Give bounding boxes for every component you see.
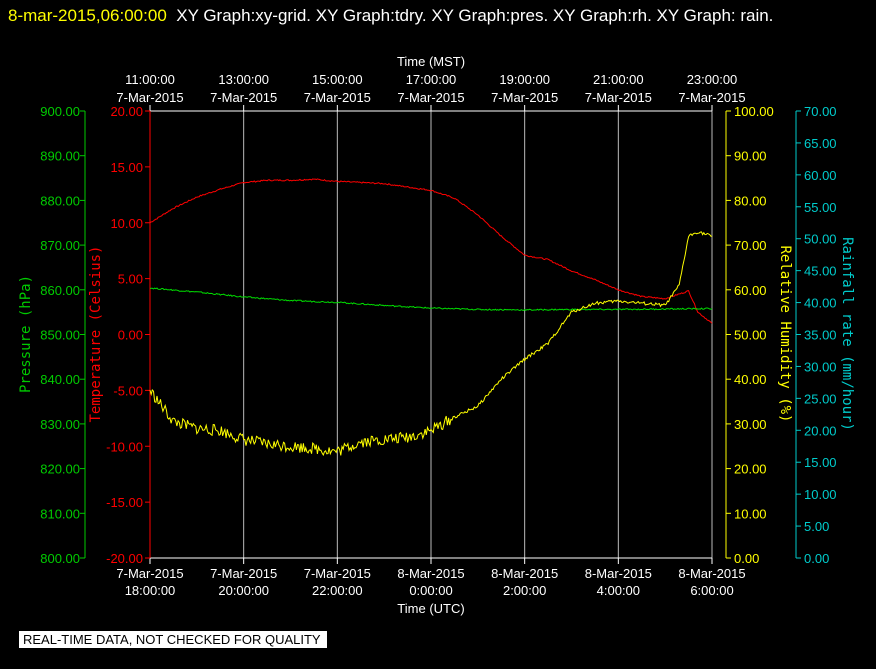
rain-tick-label: 25.00 [804, 391, 837, 406]
rain-tick-label: 20.00 [804, 423, 837, 438]
x-top-tick-label-date: 7-Mar-2015 [116, 90, 183, 105]
temperature-tick-label: -5.00 [113, 383, 143, 398]
x-top-tick-label-date: 7-Mar-2015 [210, 90, 277, 105]
humidity-tick-label: 10.00 [734, 506, 767, 521]
temperature-tick-label: 15.00 [110, 160, 143, 175]
pressure-tick-label: 830.00 [40, 417, 80, 432]
rain-tick-label: 50.00 [804, 232, 837, 247]
temperature-tick-label: -10.00 [106, 439, 143, 454]
x-top-tick-label-time: 21:00:00 [593, 72, 644, 87]
x-bottom-tick-label-date: 8-Mar-2015 [397, 566, 464, 581]
x-bottom-tick-label-date: 7-Mar-2015 [304, 566, 371, 581]
humidity-tick-label: 30.00 [734, 417, 767, 432]
x-bottom-tick-label-date: 7-Mar-2015 [116, 566, 183, 581]
x-bottom-tick-label-date: 7-Mar-2015 [210, 566, 277, 581]
x-bottom-tick-label-date: 8-Mar-2015 [491, 566, 558, 581]
x-top-tick-label-date: 7-Mar-2015 [585, 90, 652, 105]
humidity-tick-label: 50.00 [734, 328, 767, 343]
humidity-series-line [149, 231, 713, 457]
rain-tick-label: 10.00 [804, 487, 837, 502]
pressure-tick-label: 870.00 [40, 238, 80, 253]
x-top-tick-label-date: 7-Mar-2015 [397, 90, 464, 105]
x-top-tick-label-time: 23:00:00 [687, 72, 738, 87]
pressure-tick-label: 820.00 [40, 462, 80, 477]
humidity-tick-label: 20.00 [734, 462, 767, 477]
x-bottom-tick-label-time: 0:00:00 [409, 583, 452, 598]
temperature-tick-label: -20.00 [106, 551, 143, 566]
x-top-tick-label-time: 11:00:00 [125, 72, 175, 87]
x-bottom-tick-label-time: 2:00:00 [503, 583, 546, 598]
humidity-tick-label: 90.00 [734, 149, 767, 164]
pressure-series-line [149, 287, 713, 312]
header-title: XY Graph:xy-grid. XY Graph:tdry. XY Grap… [176, 6, 774, 25]
x-top-tick-label-date: 7-Mar-2015 [491, 90, 558, 105]
rain-tick-label: 40.00 [804, 296, 837, 311]
humidity-tick-label: 70.00 [734, 238, 767, 253]
x-top-axis-title: Time (MST) [397, 54, 465, 69]
pressure-tick-label: 900.00 [40, 104, 80, 119]
pressure-tick-label: 800.00 [40, 551, 80, 566]
rain-tick-label: 0.00 [804, 551, 829, 566]
rain-tick-label: 70.00 [804, 104, 837, 119]
humidity-tick-label: 100.00 [734, 104, 774, 119]
x-bottom-tick-label-time: 20:00:00 [218, 583, 269, 598]
header-timestamp: 8-mar-2015,06:00:00 [8, 6, 167, 25]
pressure-tick-label: 860.00 [40, 283, 80, 298]
rain-tick-label: 65.00 [804, 136, 837, 151]
x-bottom-tick-label-time: 18:00:00 [125, 583, 176, 598]
x-bottom-tick-label-date: 8-Mar-2015 [585, 566, 652, 581]
quality-notice: REAL-TIME DATA, NOT CHECKED FOR QUALITY [19, 631, 327, 648]
rain-tick-label: 35.00 [804, 328, 837, 343]
temperature-tick-label: 10.00 [110, 216, 143, 231]
temperature-tick-label: -15.00 [106, 495, 143, 510]
temperature-axis-title: Temperature (Celsius) [88, 245, 104, 422]
rain-tick-label: 15.00 [804, 455, 837, 470]
x-bottom-tick-label-time: 6:00:00 [690, 583, 733, 598]
pressure-tick-label: 850.00 [40, 328, 80, 343]
x-bottom-tick-label-date: 8-Mar-2015 [678, 566, 745, 581]
rain-tick-label: 30.00 [804, 359, 837, 374]
rain-tick-label: 55.00 [804, 200, 837, 215]
pressure-tick-label: 890.00 [40, 149, 80, 164]
x-bottom-tick-label-time: 4:00:00 [597, 583, 640, 598]
pressure-tick-label: 880.00 [40, 193, 80, 208]
rain-axis-title: Rainfall rate (mm/hour) [839, 237, 855, 431]
graph-header: 8-mar-2015,06:00:00 XY Graph:xy-grid. XY… [8, 2, 868, 30]
humidity-tick-label: 60.00 [734, 283, 767, 298]
humidity-tick-label: 40.00 [734, 372, 767, 387]
x-top-tick-label-time: 15:00:00 [312, 72, 363, 87]
humidity-tick-label: 80.00 [734, 193, 767, 208]
rain-tick-label: 45.00 [804, 264, 837, 279]
pressure-tick-label: 810.00 [40, 506, 80, 521]
x-top-tick-label-time: 13:00:00 [218, 72, 269, 87]
temperature-tick-label: 5.00 [118, 272, 143, 287]
x-top-tick-label-date: 7-Mar-2015 [678, 90, 745, 105]
x-top-tick-label-date: 7-Mar-2015 [304, 90, 371, 105]
pressure-axis-title: Pressure (hPa) [18, 275, 34, 393]
humidity-axis-title: Relative Humidity (%) [777, 245, 793, 422]
temperature-tick-label: 20.00 [110, 104, 143, 119]
x-top-tick-label-time: 19:00:00 [499, 72, 550, 87]
humidity-tick-label: 0.00 [734, 551, 759, 566]
pressure-tick-label: 840.00 [40, 372, 80, 387]
x-top-tick-label-time: 17:00:00 [406, 72, 457, 87]
temperature-tick-label: 0.00 [118, 328, 143, 343]
temperature-series-line [149, 178, 713, 324]
rain-tick-label: 60.00 [804, 168, 837, 183]
x-bottom-tick-label-time: 22:00:00 [312, 583, 363, 598]
rain-tick-label: 5.00 [804, 519, 829, 534]
x-bottom-axis-title: Time (UTC) [397, 601, 464, 616]
